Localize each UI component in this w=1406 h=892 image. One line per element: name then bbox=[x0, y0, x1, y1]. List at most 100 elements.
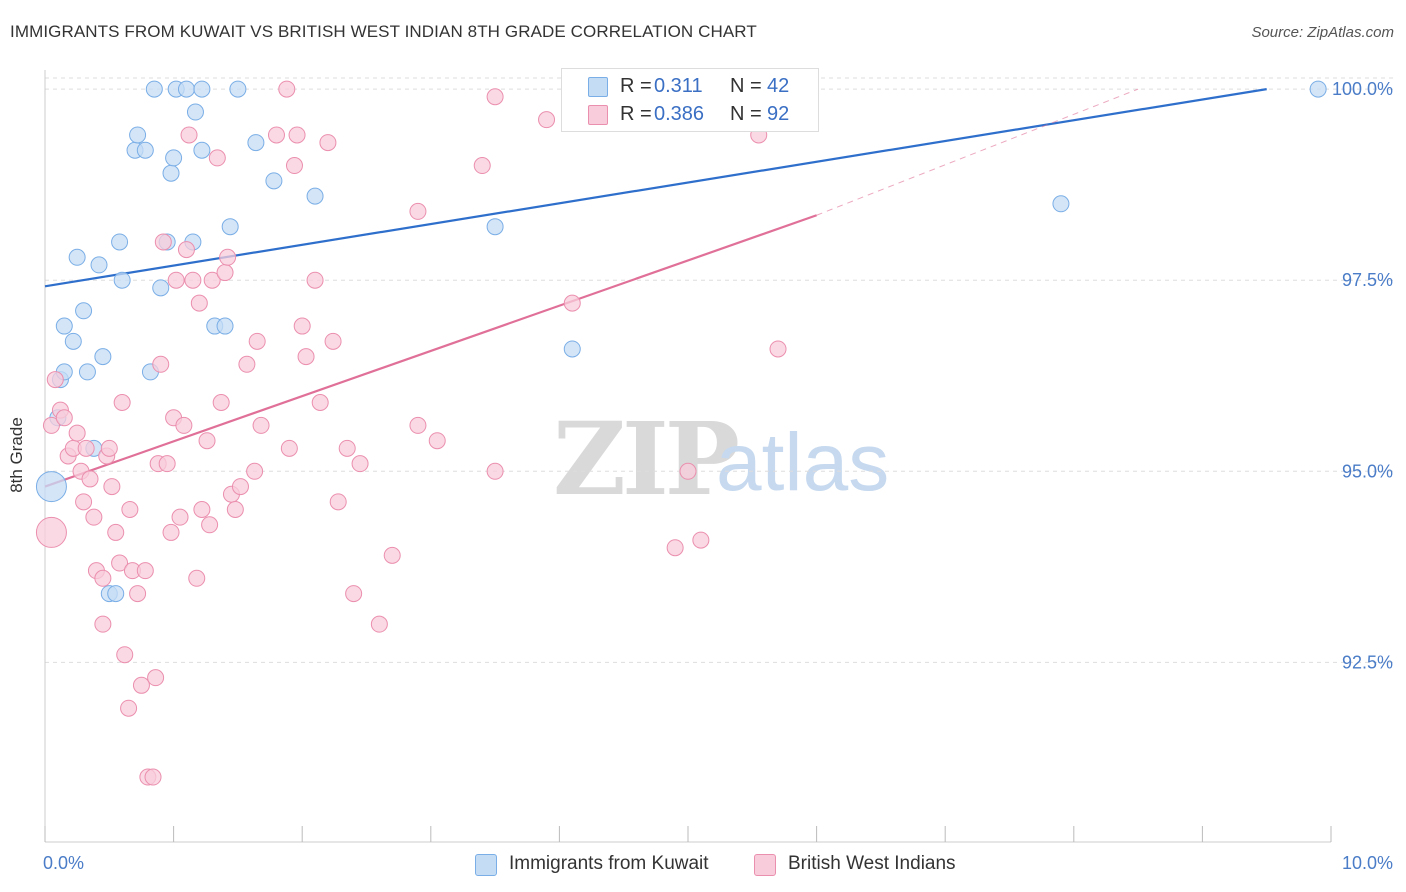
x-tick-label: 0.0% bbox=[43, 853, 84, 873]
point-bwi bbox=[152, 355, 170, 373]
point-bwi bbox=[246, 462, 264, 480]
point-bwi bbox=[428, 432, 446, 450]
point-kuwait bbox=[90, 256, 108, 274]
point-kuwait bbox=[111, 233, 129, 251]
trend-lines bbox=[44, 88, 1267, 488]
legend-r-value: 0.386 bbox=[654, 103, 705, 125]
legend-n-label: N = bbox=[730, 103, 762, 125]
point-bwi bbox=[280, 439, 298, 457]
point-kuwait bbox=[75, 302, 93, 320]
point-kuwait bbox=[107, 585, 125, 603]
point-bwi bbox=[190, 294, 208, 312]
point-bwi bbox=[201, 516, 219, 534]
legend-row-kuwait: R = 0.311 N = 42 bbox=[562, 73, 818, 101]
point-bwi bbox=[329, 493, 347, 511]
point-kuwait bbox=[1309, 80, 1327, 98]
point-bwi bbox=[486, 88, 504, 106]
data-points bbox=[35, 80, 1327, 786]
point-kuwait bbox=[35, 471, 67, 503]
point-bwi bbox=[154, 233, 172, 251]
point-bwi bbox=[100, 439, 118, 457]
series-legend: Immigrants from Kuwait British West Indi… bbox=[0, 850, 1406, 878]
legend-r-label: R = bbox=[620, 75, 652, 97]
point-kuwait bbox=[145, 80, 163, 98]
point-bwi bbox=[226, 501, 244, 519]
point-bwi bbox=[297, 348, 315, 366]
trend-line-bwi bbox=[44, 214, 817, 488]
point-bwi bbox=[248, 332, 266, 350]
point-bwi bbox=[193, 501, 211, 519]
point-kuwait bbox=[193, 141, 211, 159]
point-bwi bbox=[116, 646, 134, 664]
point-bwi bbox=[184, 271, 202, 289]
point-kuwait bbox=[129, 126, 147, 144]
legend-r-value: 0.311 bbox=[654, 75, 703, 97]
point-bwi bbox=[311, 393, 329, 411]
point-kuwait bbox=[68, 248, 86, 266]
point-bwi bbox=[107, 523, 125, 541]
trend-line-kuwait bbox=[44, 88, 1267, 288]
source-label: Source: ZipAtlas.com bbox=[1251, 24, 1394, 41]
point-kuwait bbox=[162, 164, 180, 182]
point-bwi bbox=[55, 409, 73, 427]
point-kuwait bbox=[113, 271, 131, 289]
point-kuwait bbox=[64, 332, 82, 350]
point-bwi bbox=[319, 134, 337, 152]
watermark-atlas: atlas bbox=[716, 417, 890, 508]
point-kuwait bbox=[216, 317, 234, 335]
point-kuwait bbox=[1052, 195, 1070, 213]
point-bwi bbox=[42, 416, 60, 434]
legend-n-label: N = bbox=[730, 75, 762, 97]
point-bwi bbox=[136, 562, 154, 580]
point-kuwait bbox=[247, 134, 265, 152]
y-tick-label: 92.5% bbox=[1342, 652, 1393, 672]
correlation-legend: R = 0.311 N = 42 R = 0.386 N = 92 bbox=[561, 68, 819, 132]
point-bwi bbox=[219, 248, 237, 266]
legend-n-value: 42 bbox=[767, 75, 790, 97]
point-bwi bbox=[120, 699, 138, 717]
point-bwi bbox=[75, 493, 93, 511]
point-bwi bbox=[306, 271, 324, 289]
point-bwi bbox=[188, 569, 206, 587]
point-kuwait bbox=[165, 149, 183, 167]
point-bwi bbox=[208, 149, 226, 167]
point-kuwait bbox=[486, 218, 504, 236]
y-tick-label: 100.0% bbox=[1332, 79, 1393, 99]
point-bwi bbox=[345, 585, 363, 603]
legend-swatch-kuwait bbox=[475, 854, 497, 876]
point-bwi bbox=[666, 539, 684, 557]
point-bwi bbox=[203, 271, 221, 289]
point-bwi bbox=[132, 676, 150, 694]
point-bwi bbox=[293, 317, 311, 335]
point-kuwait bbox=[152, 279, 170, 297]
point-kuwait bbox=[563, 340, 581, 358]
point-bwi bbox=[94, 615, 112, 633]
point-bwi bbox=[68, 424, 86, 442]
point-bwi bbox=[85, 508, 103, 526]
point-kuwait bbox=[55, 317, 73, 335]
point-bwi bbox=[167, 271, 185, 289]
point-kuwait bbox=[306, 187, 324, 205]
legend-n-value: 92 bbox=[767, 103, 790, 125]
legend-swatch-bwi bbox=[588, 105, 608, 125]
legend-row-bwi: R = 0.386 N = 92 bbox=[562, 101, 818, 129]
point-bwi bbox=[383, 546, 401, 564]
point-bwi bbox=[769, 340, 787, 358]
watermark-zip: ZIP bbox=[553, 400, 740, 518]
point-kuwait bbox=[94, 348, 112, 366]
point-kuwait bbox=[136, 141, 154, 159]
point-bwi bbox=[144, 768, 162, 786]
point-bwi bbox=[35, 516, 67, 548]
point-kuwait bbox=[193, 80, 211, 98]
point-bwi bbox=[103, 478, 121, 496]
point-bwi bbox=[177, 241, 195, 259]
y-tick-label: 95.0% bbox=[1342, 461, 1393, 481]
point-bwi bbox=[278, 80, 296, 98]
point-bwi bbox=[679, 462, 697, 480]
trend-line-bwi-extension bbox=[816, 88, 1139, 216]
point-bwi bbox=[252, 416, 270, 434]
x-tick-label: 10.0% bbox=[1342, 853, 1393, 873]
point-kuwait bbox=[177, 80, 195, 98]
chart-title: IMMIGRANTS FROM KUWAIT VS BRITISH WEST I… bbox=[10, 22, 757, 41]
